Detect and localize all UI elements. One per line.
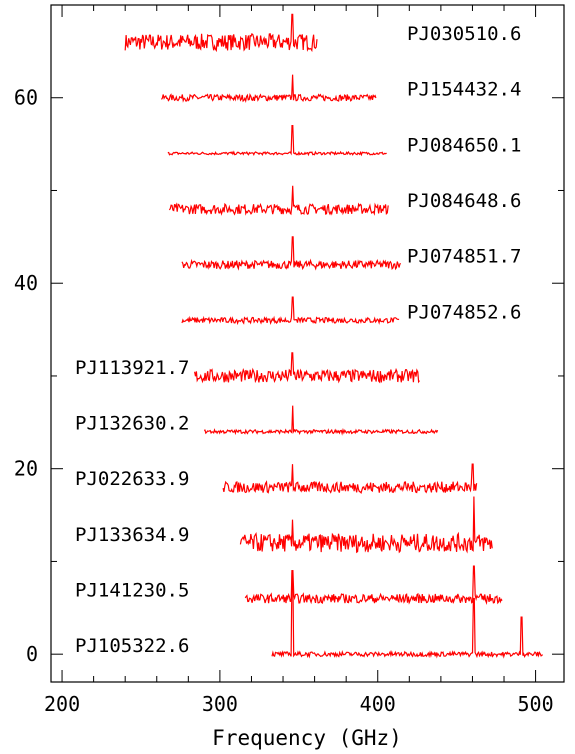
spectrum-line	[168, 185, 389, 216]
spectrum-label: PJ084650.1	[407, 134, 521, 156]
x-tick-label: 300	[202, 692, 238, 716]
spectrum-labels: PJ030510.6 PJ154432.4 PJ084650.1 PJ084648.6…	[75, 23, 521, 657]
spectrum-label: PJ022633.9	[75, 468, 189, 490]
x-tick-label: 500	[518, 692, 554, 716]
spectrum-label: PJ074852.6	[407, 301, 521, 323]
spectrum-line	[181, 296, 400, 326]
y-tick-label: 40	[14, 271, 38, 295]
spectrum-label: PJ105322.6	[75, 635, 189, 657]
tick-labels: 200 300 400 500 0 20 40 60	[14, 86, 554, 716]
spectrum-line	[124, 13, 318, 53]
spectra	[124, 13, 544, 659]
spectrum-label: PJ154432.4	[407, 79, 521, 101]
spectrum-line	[239, 496, 493, 554]
spectrum-label: PJ133634.9	[75, 524, 189, 546]
spectrum-line	[222, 463, 478, 495]
spectrum-label: PJ113921.7	[75, 357, 189, 379]
spectrum-line	[181, 236, 402, 271]
x-axis-label: Frequency (GHz)	[212, 726, 402, 750]
y-tick-label: 60	[14, 86, 38, 110]
spectrum-line	[271, 570, 544, 659]
spectrum-line	[244, 565, 503, 605]
spectrum-label: PJ141230.5	[75, 580, 189, 602]
spectrum-label: PJ074851.7	[407, 246, 521, 268]
y-tick-label: 0	[26, 642, 38, 666]
x-tick-label: 400	[360, 692, 396, 716]
spectrum-line	[194, 352, 420, 384]
axis-ticks	[51, 4, 564, 682]
y-tick-label: 20	[14, 457, 38, 481]
plot-frame	[50, 4, 565, 683]
spectrum-line	[167, 124, 387, 157]
spectrum-label: PJ084648.6	[407, 190, 521, 212]
x-tick-label: 200	[44, 692, 80, 716]
spectrum-label: PJ132630.2	[75, 413, 189, 435]
spectrum-line	[203, 405, 439, 436]
spectrum-label: PJ030510.6	[407, 23, 521, 45]
spectrum-line	[160, 74, 377, 103]
